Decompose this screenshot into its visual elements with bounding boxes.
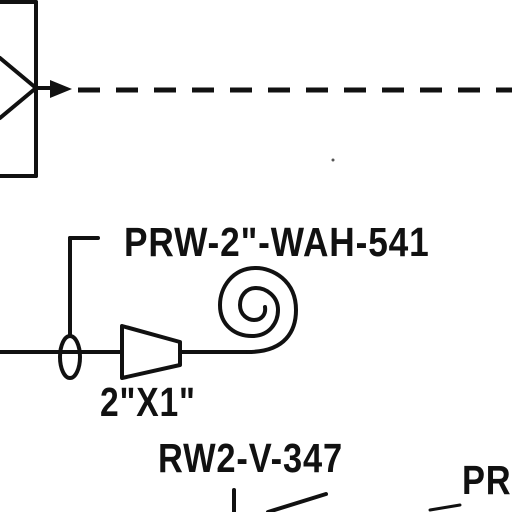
reducer-size-label: 2"X1" bbox=[100, 379, 196, 425]
line-number-label: PRW-2"-WAH-541 bbox=[124, 219, 430, 265]
partial-pipe bbox=[428, 503, 462, 512]
instrument-box-icon bbox=[0, 0, 72, 178]
flow-element-icon bbox=[58, 334, 82, 380]
spiral-coil-icon bbox=[218, 266, 298, 354]
leader-line bbox=[68, 236, 100, 338]
arrow-head-icon bbox=[50, 80, 72, 98]
partial-tag-label: PR bbox=[462, 457, 512, 503]
concentric-reducer-icon bbox=[120, 324, 182, 380]
valve-tag-label: RW2-V-347 bbox=[158, 435, 343, 481]
speck bbox=[331, 158, 335, 162]
valve-icon bbox=[232, 488, 328, 512]
